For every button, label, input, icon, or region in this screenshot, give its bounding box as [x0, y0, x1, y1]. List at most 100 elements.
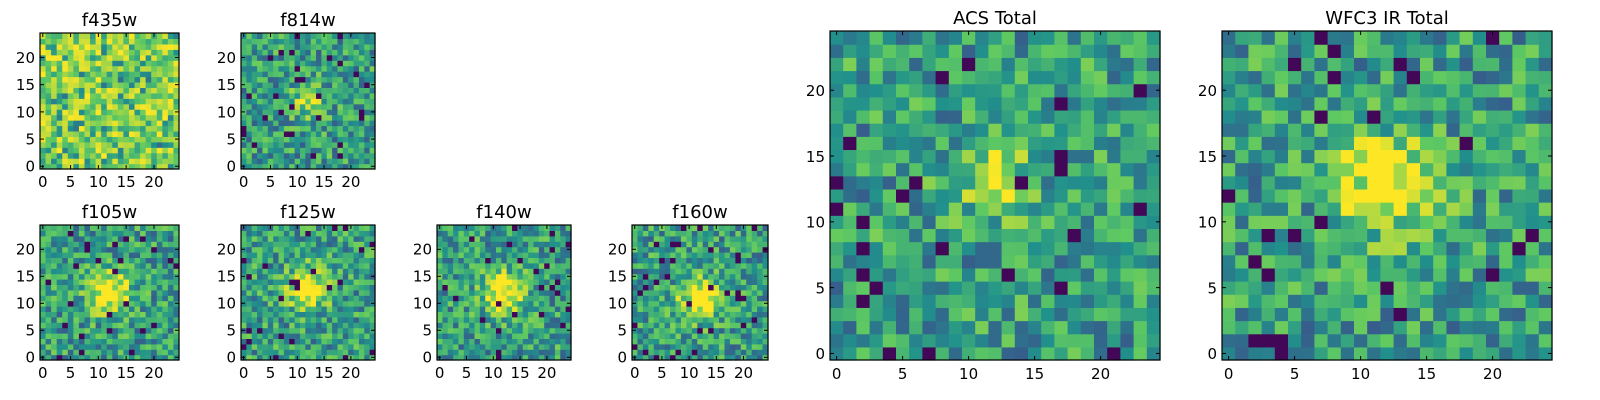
heatmap-cell	[922, 281, 937, 295]
heatmap-cell	[305, 322, 312, 329]
heatmap-cell	[948, 320, 963, 335]
heatmap-cell	[353, 311, 360, 318]
heatmap-cell	[1014, 346, 1029, 361]
heatmap-cell	[680, 262, 687, 269]
heatmap-cell	[538, 327, 545, 334]
heatmap-cell	[84, 327, 91, 334]
heatmap-cell	[1001, 83, 1016, 98]
heatmap-cell	[479, 306, 486, 312]
heatmap-cell	[267, 252, 274, 258]
y-tick-label: 15	[806, 148, 825, 166]
heatmap-cell	[648, 327, 655, 334]
heatmap-cell	[78, 235, 86, 242]
axes-frame	[829, 30, 1161, 361]
heatmap-cell	[156, 333, 163, 339]
heatmap-cell	[517, 349, 524, 356]
heatmap-cell	[62, 349, 69, 356]
heatmap-cell	[162, 120, 169, 127]
heatmap-cell	[145, 333, 152, 339]
heatmap-cell	[554, 225, 561, 231]
panel-title: f140w	[476, 202, 531, 223]
heatmap-cell	[337, 295, 344, 302]
heatmap-cell	[167, 284, 175, 291]
heatmap-cell	[896, 57, 910, 72]
heatmap-cell	[40, 295, 47, 302]
heatmap-cell	[495, 343, 502, 350]
heatmap-cell	[128, 152, 136, 159]
heatmap-cell	[246, 49, 253, 56]
heatmap-cell	[1014, 96, 1029, 111]
heatmap-cell	[533, 252, 540, 258]
heatmap-cell	[364, 252, 371, 258]
heatmap-cell	[565, 252, 572, 258]
heatmap-cell	[294, 295, 301, 302]
heatmap-cell	[246, 333, 253, 339]
heatmap-cell	[762, 252, 769, 258]
heatmap-cell	[1094, 83, 1108, 98]
heatmap-cell	[544, 262, 551, 269]
heatmap-cell	[1459, 215, 1474, 229]
heatmap-cell	[1094, 254, 1108, 269]
heatmap-cell	[134, 322, 141, 329]
heatmap-cell	[40, 49, 47, 56]
heatmap-cell	[882, 188, 897, 203]
heatmap-cell	[267, 235, 274, 242]
heatmap-cell	[935, 31, 950, 45]
heatmap-cell	[922, 162, 937, 177]
heatmap-cell	[1107, 83, 1121, 98]
heatmap-cell	[648, 306, 655, 312]
heatmap-cell	[751, 284, 758, 291]
heatmap-cell	[73, 141, 80, 148]
heatmap-cell	[1354, 202, 1368, 216]
heatmap-cell	[670, 295, 677, 302]
heatmap-cell	[729, 349, 736, 356]
heatmap-cell	[369, 87, 376, 94]
heatmap-cell	[495, 284, 502, 291]
heatmap-cell	[78, 33, 86, 40]
heatmap-cell	[364, 300, 371, 307]
heatmap-cell	[90, 284, 97, 291]
heatmap-cell	[369, 43, 376, 50]
heatmap-cell	[51, 354, 58, 361]
heatmap-cell	[123, 125, 130, 132]
heatmap-cell	[45, 262, 52, 269]
heatmap-cell	[246, 38, 253, 45]
heatmap-cell	[128, 333, 136, 339]
heatmap-cell	[724, 289, 731, 296]
heatmap-cell	[112, 289, 119, 296]
heatmap-cell	[554, 241, 561, 248]
heatmap-cell	[342, 49, 349, 56]
heatmap-cell	[1446, 228, 1461, 243]
heatmap-cell	[1512, 162, 1527, 177]
y-tick-label: 15	[16, 268, 35, 286]
heatmap-cell	[686, 333, 693, 339]
heatmap-cell	[348, 38, 355, 45]
heatmap-cell	[528, 322, 535, 329]
heatmap-cell	[1314, 202, 1329, 216]
heatmap-cell	[353, 343, 360, 350]
heatmap-cell	[675, 349, 682, 356]
heatmap-cell	[479, 322, 486, 329]
heatmap-cell	[935, 136, 950, 151]
heatmap-cell	[123, 338, 130, 345]
heatmap-cell	[310, 71, 317, 78]
heatmap-cell	[962, 149, 976, 164]
heatmap-cell	[128, 343, 136, 350]
heatmap-cell	[262, 333, 269, 339]
heatmap-cell	[719, 241, 726, 248]
heatmap-cell	[1014, 136, 1029, 151]
heatmap-cell	[294, 230, 301, 237]
heatmap-cell	[145, 246, 152, 253]
heatmap-cell	[299, 136, 306, 143]
heatmap-cell	[78, 158, 86, 165]
heatmap-cell	[1248, 267, 1263, 282]
heatmap-cell	[162, 71, 169, 78]
heatmap-cell	[653, 246, 660, 253]
heatmap-cell	[664, 300, 671, 307]
heatmap-cell	[358, 284, 365, 291]
heatmap-cell	[697, 235, 704, 242]
heatmap-cell	[719, 246, 726, 253]
heatmap-cell	[1080, 136, 1095, 151]
heatmap-cell	[342, 268, 349, 275]
heatmap-cell	[67, 38, 74, 45]
